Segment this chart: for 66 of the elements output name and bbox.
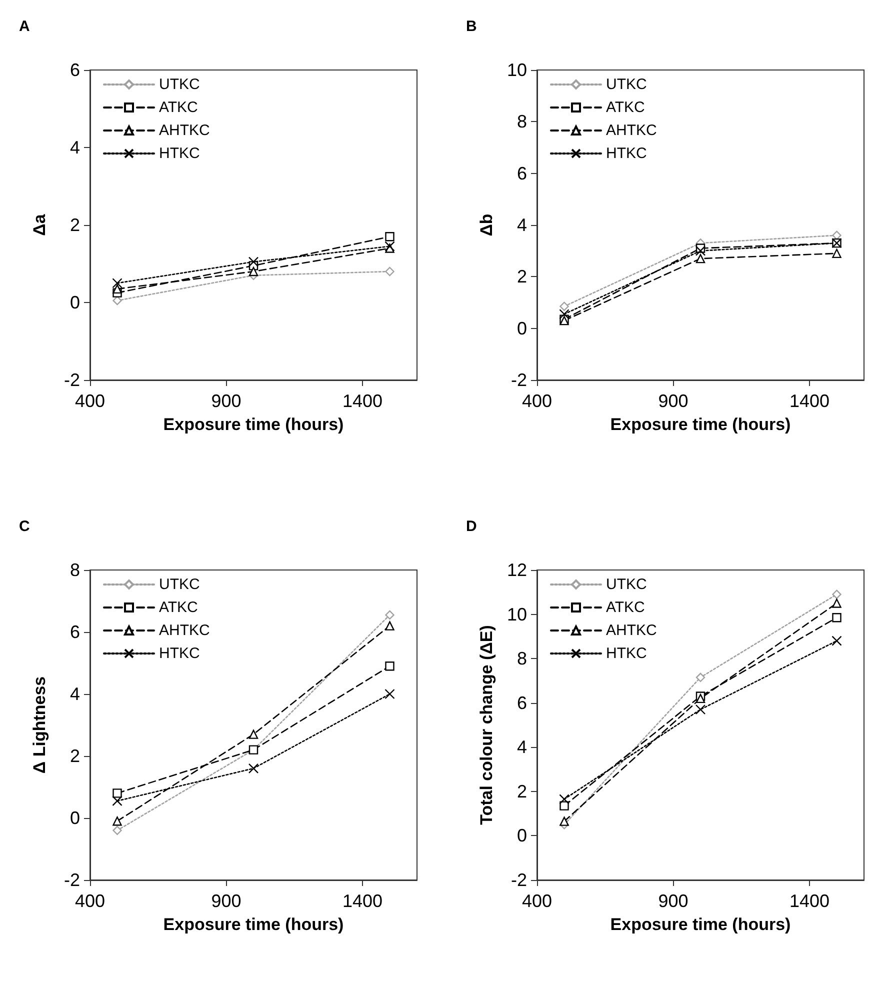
legend-label: ATKC bbox=[606, 599, 646, 616]
legend-label: HTKC bbox=[159, 145, 200, 162]
y-tick-label: 0 bbox=[70, 292, 80, 312]
y-tick-label: 10 bbox=[506, 60, 527, 80]
legend-label: HTKC bbox=[606, 145, 647, 162]
y-tick-label: -2 bbox=[64, 870, 80, 890]
legend-label: HTKC bbox=[606, 645, 647, 662]
y-tick-label: 6 bbox=[70, 60, 80, 80]
y-tick-label: 8 bbox=[516, 112, 527, 132]
chart-title: A bbox=[19, 18, 30, 35]
chart-title: C bbox=[19, 518, 30, 535]
y-axis-title: Δb bbox=[477, 214, 496, 236]
legend-label: UTKC bbox=[606, 76, 647, 93]
y-tick-label: 10 bbox=[506, 604, 527, 624]
y-tick-label: 0 bbox=[70, 808, 80, 828]
y-tick-label: 4 bbox=[516, 737, 527, 758]
y-tick-label: 4 bbox=[70, 138, 80, 158]
legend-label: UTKC bbox=[606, 576, 647, 593]
y-tick-label: 2 bbox=[70, 746, 80, 766]
legend-label: UTKC bbox=[159, 576, 200, 593]
y-tick-label: 8 bbox=[70, 560, 80, 580]
x-axis-title: Exposure time (hours) bbox=[163, 915, 344, 934]
legend-label: AHTKC bbox=[606, 122, 658, 139]
y-tick-label: 2 bbox=[516, 781, 527, 802]
legend-label: HTKC bbox=[159, 645, 200, 662]
x-tick-label: 900 bbox=[658, 891, 688, 911]
legend-label: AHTKC bbox=[606, 622, 658, 639]
legend-label: AHTKC bbox=[159, 122, 210, 139]
y-tick-label: -2 bbox=[510, 370, 527, 390]
y-tick-label: 0 bbox=[516, 318, 527, 338]
x-tick-label: 400 bbox=[522, 891, 552, 911]
legend-label: ATKC bbox=[159, 99, 198, 116]
y-tick-label: 0 bbox=[516, 826, 527, 846]
x-axis-title: Exposure time (hours) bbox=[610, 915, 791, 934]
x-tick-label: 400 bbox=[74, 391, 106, 411]
y-tick-label: 6 bbox=[70, 622, 80, 642]
legend-label: ATKC bbox=[606, 99, 646, 116]
y-tick-label: 2 bbox=[516, 266, 527, 287]
x-tick-label: 900 bbox=[658, 391, 688, 411]
x-tick-label: 900 bbox=[211, 391, 242, 411]
y-tick-label: -2 bbox=[64, 370, 80, 390]
legend-label: UTKC bbox=[159, 76, 200, 93]
y-tick-label: 6 bbox=[516, 692, 527, 713]
y-axis-title: Total colour change (ΔE) bbox=[477, 625, 496, 825]
y-tick-label: 2 bbox=[70, 215, 80, 235]
x-tick-label: 400 bbox=[74, 891, 106, 911]
y-tick-label: 12 bbox=[506, 560, 527, 580]
x-tick-label: 1400 bbox=[789, 391, 830, 411]
y-tick-label: 6 bbox=[516, 163, 527, 184]
y-tick-label: 4 bbox=[516, 215, 527, 235]
x-tick-label: 1400 bbox=[342, 391, 383, 411]
legend-label: ATKC bbox=[159, 599, 198, 616]
y-tick-label: -2 bbox=[510, 870, 527, 890]
legend-label: AHTKC bbox=[159, 622, 210, 639]
x-tick-label: 1400 bbox=[789, 891, 830, 911]
x-tick-label: 900 bbox=[211, 891, 242, 911]
y-axis-title: Δ Lightness bbox=[30, 676, 49, 774]
x-axis-title: Exposure time (hours) bbox=[163, 415, 344, 434]
x-tick-label: 1400 bbox=[342, 891, 383, 911]
x-axis-title: Exposure time (hours) bbox=[610, 415, 791, 434]
y-tick-label: 8 bbox=[516, 648, 527, 669]
chart-title: D bbox=[466, 518, 477, 535]
y-tick-label: 4 bbox=[70, 684, 80, 704]
x-tick-label: 400 bbox=[522, 391, 552, 411]
chart-title: B bbox=[466, 18, 477, 35]
y-axis-title: Δa bbox=[30, 214, 49, 236]
